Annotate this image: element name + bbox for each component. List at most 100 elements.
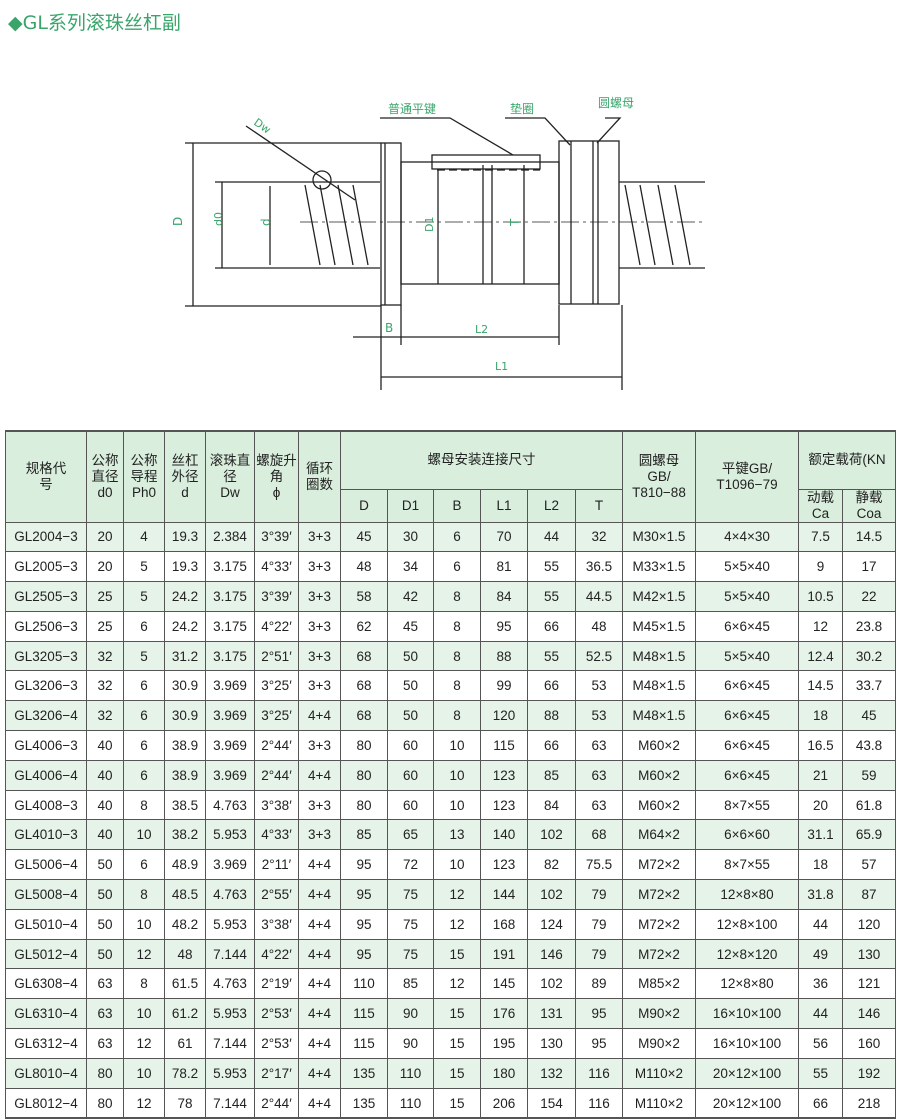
table-cell: 116	[575, 1087, 623, 1119]
table-cell: 8	[123, 789, 165, 821]
table-cell: 4+4	[298, 1057, 341, 1089]
table-cell: 12	[433, 879, 481, 910]
table-cell: GL3205−3	[5, 640, 87, 672]
header-T: T	[575, 488, 623, 523]
table-cell: 32	[86, 700, 124, 732]
table-cell: 3.969	[205, 700, 255, 732]
table-cell: 45	[842, 700, 896, 732]
table-cell: 16×10×100	[695, 998, 799, 1030]
table-cell: 12	[798, 610, 843, 642]
table-cell: 63	[86, 1028, 124, 1059]
table-cell: 192	[842, 1057, 896, 1089]
table-cell: M72×2	[622, 938, 696, 970]
table-cell: 48.2	[164, 908, 206, 940]
table-cell: 4+4	[298, 879, 341, 910]
table-cell: GL5010−4	[5, 908, 87, 940]
header-coa: 静载 Coa	[842, 488, 896, 523]
table-cell: 25	[86, 581, 124, 612]
header-d: 丝杠外径 d	[164, 430, 206, 523]
table-cell: 6	[123, 730, 165, 761]
table-cell: M60×2	[622, 759, 696, 791]
table-cell: 3.175	[205, 640, 255, 672]
table-cell: 85	[340, 819, 388, 851]
table-cell: 38.5	[164, 789, 206, 821]
table-cell: 20	[798, 789, 843, 821]
table-cell: 176	[480, 998, 528, 1030]
table-cell: 34	[387, 551, 434, 583]
table-row: GL8012−4 80 12 78 7.144 2°44′ 4+4 135 110 15 206 15…	[5, 1087, 896, 1119]
table-cell: 4+4	[298, 938, 341, 970]
table-cell: 17	[842, 551, 896, 583]
table-cell: 49	[798, 938, 843, 970]
table-cell: 22	[842, 581, 896, 612]
table-cell: 123	[480, 789, 528, 821]
table-cell: 4	[123, 521, 165, 553]
table-cell: 8	[433, 610, 481, 642]
table-cell: 16×10×100	[695, 1028, 799, 1059]
table-cell: 48	[575, 610, 623, 642]
table-cell: 6	[433, 551, 481, 583]
table-cell: 95	[340, 908, 388, 940]
table-cell: 6×6×60	[695, 819, 799, 851]
table-cell: 95	[575, 1028, 623, 1059]
table-cell: 146	[527, 938, 576, 970]
table-cell: 88	[480, 640, 528, 672]
table-cell: 84	[480, 581, 528, 612]
table-cell: 4°33′	[254, 819, 299, 851]
table-cell: 68	[575, 819, 623, 851]
table-row: GL4006−3 40 6 38.9 3.969 2°44′ 3+3 80 60 10 115 66 6…	[5, 730, 896, 761]
table-cell: 40	[86, 789, 124, 821]
table-cell: 191	[480, 938, 528, 970]
label-D: D	[171, 217, 185, 226]
table-cell: 45	[340, 521, 388, 553]
table-cell: 115	[340, 998, 388, 1030]
table-cell: 95	[340, 938, 388, 970]
table-cell: 44	[527, 521, 576, 553]
table-cell: 40	[86, 730, 124, 761]
table-cell: 7.144	[205, 938, 255, 970]
table-cell: M45×1.5	[622, 610, 696, 642]
table-cell: 10	[123, 908, 165, 940]
table-cell: 5×5×40	[695, 551, 799, 583]
table-cell: M48×1.5	[622, 670, 696, 702]
table-cell: 4°33′	[254, 551, 299, 583]
header-key: 平键GB/T1096−79	[695, 430, 799, 523]
table-cell: 82	[527, 849, 576, 881]
table-row: GL5008−4 50 8 48.5 4.763 2°55′ 4+4 95 75 12 144 102…	[5, 879, 896, 910]
table-cell: 3+3	[298, 551, 341, 583]
table-cell: 135	[340, 1087, 388, 1119]
table-cell: 90	[387, 1028, 434, 1059]
table-row: GL2505−3 25 5 24.2 3.175 3°39′ 3+3 58 42 8 84 55 44.…	[5, 581, 896, 612]
table-cell: 6	[123, 700, 165, 732]
table-row: GL2005−3 20 5 19.3 3.175 4°33′ 3+3 48 34 6 81 55 36.…	[5, 551, 896, 583]
table-cell: 44	[798, 908, 843, 940]
table-cell: 2°55′	[254, 879, 299, 910]
label-L2: L2	[475, 323, 488, 336]
table-cell: 12	[433, 908, 481, 940]
table-cell: 3+3	[298, 610, 341, 642]
table-cell: 4+4	[298, 849, 341, 881]
table-cell: 102	[527, 879, 576, 910]
table-cell: 42	[387, 581, 434, 612]
table-cell: 120	[842, 908, 896, 940]
table-cell: 5.953	[205, 1057, 255, 1089]
table-cell: 45	[387, 610, 434, 642]
table-cell: 3+3	[298, 581, 341, 612]
table-cell: 4×4×30	[695, 521, 799, 553]
table-cell: 43.8	[842, 730, 896, 761]
table-cell: 5×5×40	[695, 640, 799, 672]
table-cell: 131	[527, 998, 576, 1030]
table-cell: 80	[340, 759, 388, 791]
table-cell: 4.763	[205, 968, 255, 1000]
table-cell: 60	[387, 789, 434, 821]
table-cell: 63	[86, 968, 124, 1000]
table-cell: 12×8×100	[695, 908, 799, 940]
table-cell: 6×6×45	[695, 759, 799, 791]
table-cell: 61	[164, 1028, 206, 1059]
table-cell: 50	[86, 849, 124, 881]
table-cell: 50	[387, 670, 434, 702]
table-cell: 66	[527, 610, 576, 642]
table-cell: 15	[433, 1028, 481, 1059]
table-cell: 132	[527, 1057, 576, 1089]
table-cell: 80	[340, 789, 388, 821]
